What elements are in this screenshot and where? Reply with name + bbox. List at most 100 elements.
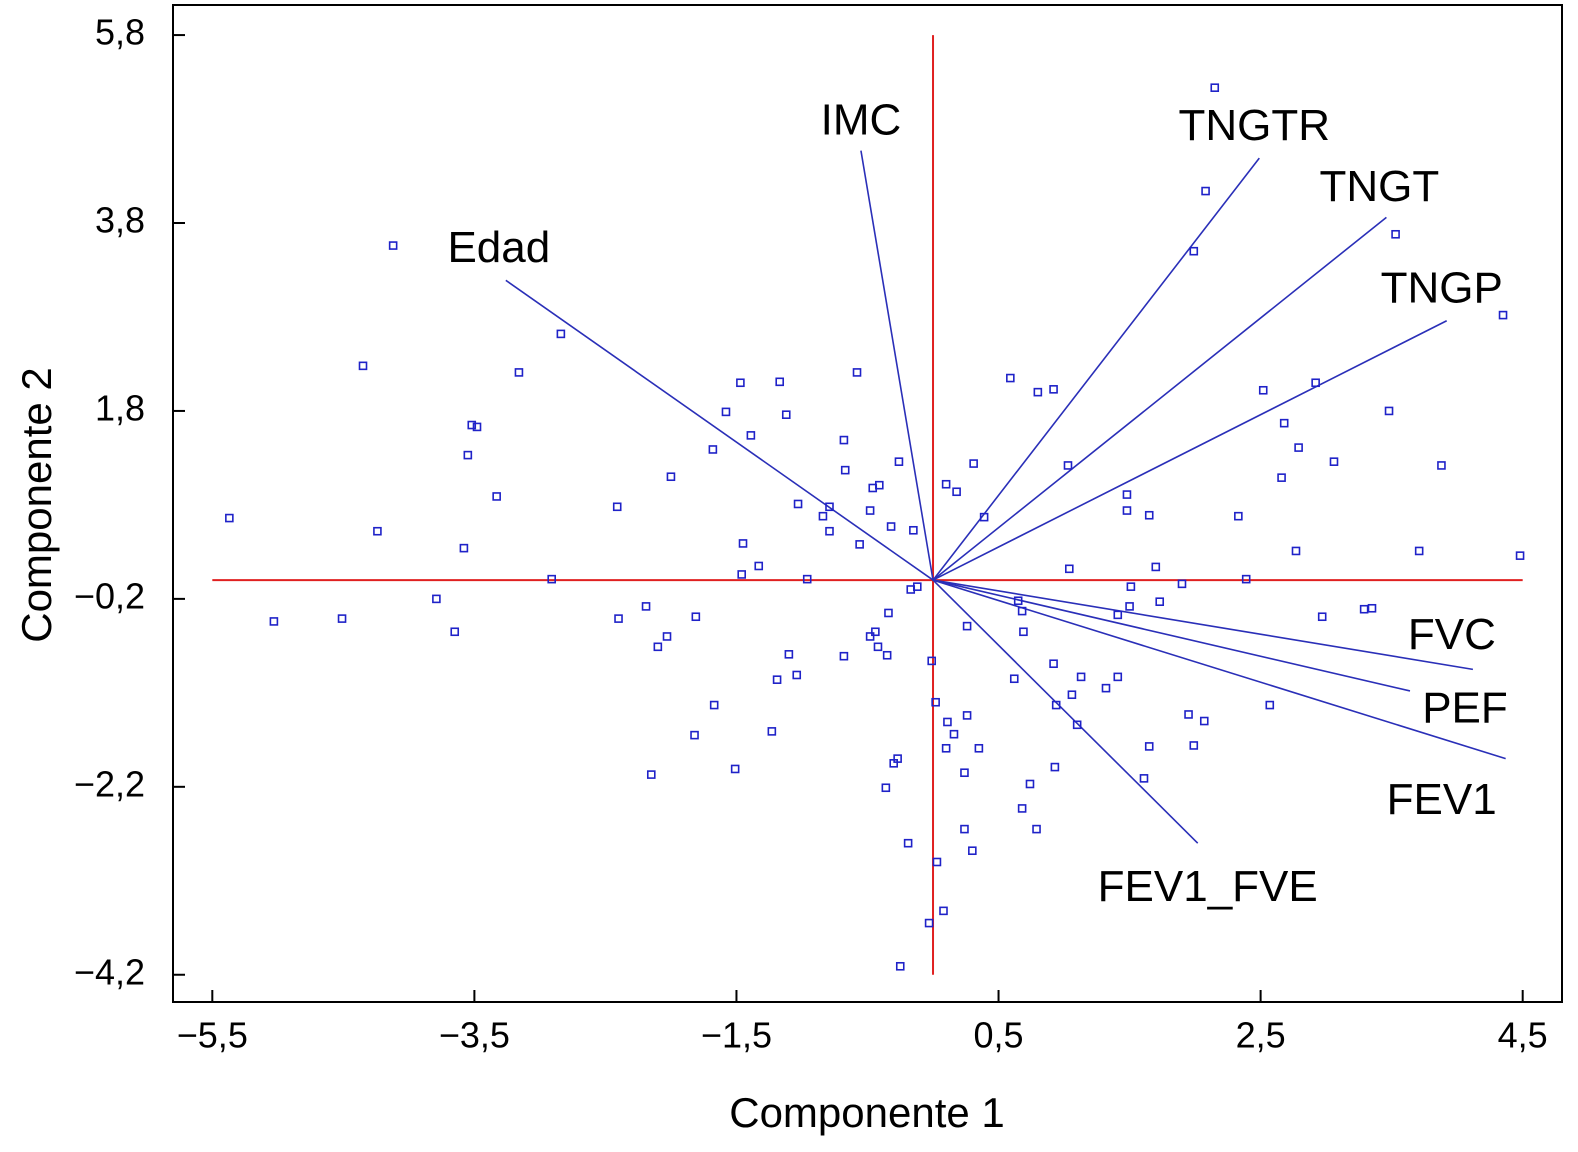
point — [865, 506, 875, 515]
point — [1049, 385, 1058, 394]
point — [974, 743, 984, 753]
point — [960, 824, 969, 834]
point — [1291, 546, 1301, 556]
point — [968, 846, 977, 856]
point — [614, 614, 623, 623]
point — [1144, 742, 1154, 751]
point — [871, 627, 880, 637]
point — [969, 459, 978, 468]
vector-label: TNGP — [1381, 263, 1503, 312]
point — [269, 617, 279, 626]
point — [450, 627, 460, 637]
y-tick-label: −2,2 — [74, 763, 145, 804]
point — [612, 502, 622, 512]
point — [754, 561, 764, 571]
point — [1294, 443, 1303, 452]
point — [825, 526, 834, 536]
point — [1072, 720, 1082, 730]
point — [924, 918, 934, 928]
y-tick-label: 5,8 — [95, 12, 145, 53]
point — [1317, 612, 1327, 622]
point — [873, 642, 883, 652]
point — [1189, 741, 1199, 750]
point — [337, 614, 347, 623]
loading-vector — [932, 579, 1199, 844]
point — [1064, 564, 1074, 574]
point — [1017, 606, 1027, 616]
point — [1498, 310, 1508, 320]
point — [882, 650, 892, 660]
point — [1234, 511, 1243, 521]
loading-vector — [932, 579, 1506, 760]
plot-frame — [172, 4, 1563, 1003]
point — [893, 754, 902, 763]
point — [1367, 603, 1377, 613]
vector-label: Edad — [447, 223, 550, 272]
point — [1311, 378, 1320, 388]
point — [1017, 804, 1027, 813]
point — [941, 479, 951, 489]
point — [865, 632, 875, 641]
loading-vector — [932, 579, 1411, 692]
y-tick-label: 1,8 — [95, 387, 145, 428]
point — [903, 838, 913, 848]
point — [909, 525, 918, 535]
point — [1033, 387, 1043, 397]
point — [1067, 690, 1077, 700]
point — [1139, 774, 1149, 783]
point — [746, 431, 756, 440]
point — [960, 768, 969, 778]
point — [881, 783, 891, 793]
point — [1009, 674, 1019, 684]
y-tick-label: −0,2 — [74, 575, 145, 616]
point — [736, 378, 745, 388]
point — [1050, 762, 1060, 772]
point — [1155, 597, 1165, 606]
x-tick-label: −1,5 — [701, 1015, 772, 1056]
y-axis-title: Componente 2 — [13, 367, 60, 643]
point — [931, 697, 940, 707]
point — [767, 727, 777, 736]
point — [691, 612, 701, 622]
point — [979, 512, 989, 522]
point — [894, 457, 904, 466]
point — [1201, 186, 1210, 196]
point — [932, 857, 942, 867]
point — [1210, 83, 1220, 92]
point — [1199, 716, 1209, 726]
point — [1013, 596, 1023, 606]
point — [825, 502, 834, 512]
point — [1384, 406, 1394, 416]
x-axis-title: Componente 1 — [729, 1089, 1005, 1136]
loading-vector — [505, 279, 934, 581]
point — [666, 472, 676, 482]
point — [792, 670, 802, 680]
loading-vector — [932, 579, 1474, 671]
vector-label: FVC — [1408, 610, 1496, 659]
point — [492, 492, 501, 501]
vector-label: IMC — [821, 95, 902, 144]
x-tick-label: 2,5 — [1236, 1015, 1286, 1056]
vector-label: TNGTR — [1179, 101, 1331, 150]
loading-vector — [932, 157, 1260, 581]
point — [1265, 700, 1275, 710]
point — [912, 582, 922, 591]
point — [1019, 627, 1028, 637]
point — [358, 361, 368, 371]
point — [225, 513, 234, 523]
point — [1391, 229, 1400, 239]
point — [949, 729, 959, 739]
point — [1177, 579, 1187, 589]
point — [1049, 659, 1058, 669]
point — [1184, 710, 1193, 719]
point — [721, 407, 731, 417]
point — [653, 642, 663, 652]
point — [547, 574, 556, 584]
point — [941, 743, 951, 753]
point — [775, 377, 785, 387]
point — [1122, 506, 1132, 515]
point — [772, 675, 782, 684]
x-tick-label: 4,5 — [1498, 1015, 1548, 1056]
point — [952, 487, 961, 497]
